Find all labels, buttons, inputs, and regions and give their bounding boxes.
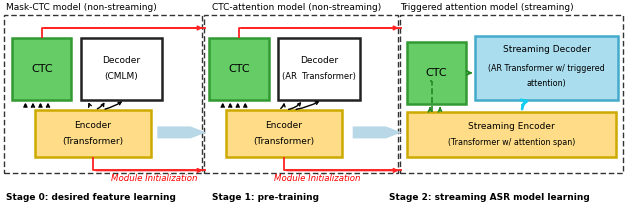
Bar — [400, 15, 623, 173]
Polygon shape — [157, 126, 206, 139]
Text: (CMLM): (CMLM) — [105, 72, 138, 81]
Text: Streaming Encoder: Streaming Encoder — [468, 122, 555, 131]
Bar — [406, 42, 466, 104]
Text: (Transformer): (Transformer) — [63, 137, 124, 146]
Bar — [204, 15, 399, 173]
Text: (Transformer w/ attention span): (Transformer w/ attention span) — [448, 138, 575, 147]
Text: Module Initialization: Module Initialization — [274, 174, 360, 183]
Text: (AR Transformer w/ triggered: (AR Transformer w/ triggered — [488, 64, 605, 73]
Bar — [209, 38, 269, 100]
Text: (Transformer): (Transformer) — [253, 137, 315, 146]
Text: Stage 0: desired feature learning: Stage 0: desired feature learning — [6, 193, 175, 202]
Text: Encoder: Encoder — [266, 121, 303, 130]
Text: CTC-attention model (non-streaming): CTC-attention model (non-streaming) — [212, 3, 381, 12]
Bar — [406, 112, 616, 157]
Text: Mask-CTC model (non-streaming): Mask-CTC model (non-streaming) — [6, 3, 156, 12]
Text: Stage 1: pre-training: Stage 1: pre-training — [212, 193, 319, 202]
Bar — [12, 38, 72, 100]
Text: Triggered attention model (streaming): Triggered attention model (streaming) — [400, 3, 574, 12]
Bar — [226, 110, 342, 157]
Text: Stage 2: streaming ASR model learning: Stage 2: streaming ASR model learning — [389, 193, 590, 202]
Text: (AR  Transformer): (AR Transformer) — [282, 72, 356, 81]
Polygon shape — [353, 126, 401, 139]
Bar — [4, 15, 202, 173]
Bar — [278, 38, 360, 100]
Text: Decoder: Decoder — [300, 56, 338, 65]
Text: Streaming Decoder: Streaming Decoder — [503, 45, 591, 54]
Text: Encoder: Encoder — [75, 121, 111, 130]
Bar — [35, 110, 151, 157]
Bar — [81, 38, 163, 100]
Text: Decoder: Decoder — [102, 56, 141, 65]
Text: CTC: CTC — [31, 64, 52, 74]
Text: Module Initialization: Module Initialization — [111, 174, 197, 183]
Bar — [476, 36, 618, 100]
Text: attention): attention) — [527, 79, 567, 88]
Text: CTC: CTC — [228, 64, 250, 74]
Text: CTC: CTC — [426, 68, 447, 78]
